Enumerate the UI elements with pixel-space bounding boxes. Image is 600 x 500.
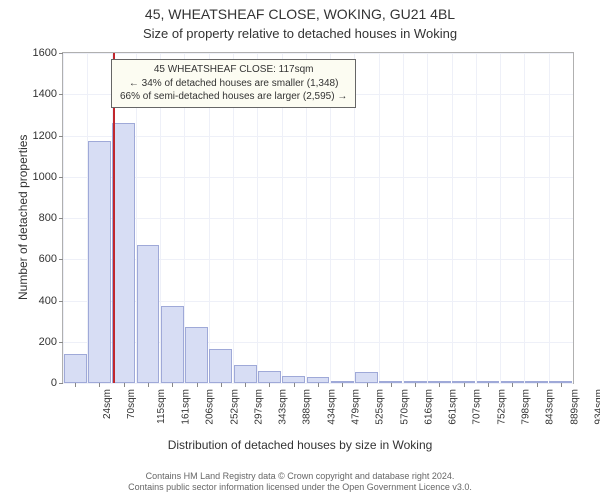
bar	[209, 349, 232, 383]
chart-plot-area: 0200400600800100012001400160024sqm70sqm1…	[62, 52, 574, 384]
bar	[258, 371, 281, 383]
xtick-label: 570sqm	[399, 389, 410, 425]
xtick-label: 752sqm	[496, 389, 507, 425]
xtick-label: 434sqm	[326, 389, 337, 425]
xtick-mark	[342, 383, 343, 387]
xtick-mark	[512, 383, 513, 387]
xtick-mark	[99, 383, 100, 387]
bar	[64, 354, 87, 383]
x-axis-label: Distribution of detached houses by size …	[0, 438, 600, 452]
xtick-label: 525sqm	[375, 389, 386, 425]
gridline-v	[452, 53, 453, 383]
xtick-mark	[148, 383, 149, 387]
bar	[137, 245, 160, 383]
gridline-v	[549, 53, 550, 383]
xtick-mark	[124, 383, 125, 387]
ytick-label: 800	[39, 212, 57, 224]
ytick-mark	[59, 383, 63, 384]
gridline-h	[63, 53, 573, 54]
xtick-mark	[318, 383, 319, 387]
annotation-line3: 66% of semi-detached houses are larger (…	[120, 90, 347, 104]
chart-subtitle: Size of property relative to detached ho…	[0, 26, 600, 41]
xtick-mark	[537, 383, 538, 387]
gridline-v	[379, 53, 380, 383]
gridline-h	[63, 136, 573, 137]
xtick-mark	[439, 383, 440, 387]
footer-text: Contains HM Land Registry data © Crown c…	[0, 471, 600, 494]
xtick-label: 297sqm	[253, 389, 264, 425]
ytick-label: 1000	[33, 171, 57, 183]
bar	[88, 141, 111, 383]
xtick-mark	[294, 383, 295, 387]
xtick-mark	[172, 383, 173, 387]
gridline-v	[63, 53, 64, 383]
xtick-label: 798sqm	[521, 389, 532, 425]
xtick-label: 343sqm	[278, 389, 289, 425]
gridline-v	[403, 53, 404, 383]
xtick-label: 24sqm	[102, 389, 113, 419]
ytick-label: 1400	[33, 88, 57, 100]
xtick-mark	[488, 383, 489, 387]
xtick-label: 889sqm	[569, 389, 580, 425]
gridline-h	[63, 218, 573, 219]
xtick-mark	[367, 383, 368, 387]
bar	[282, 376, 305, 383]
xtick-label: 934sqm	[593, 389, 600, 425]
xtick-label: 843sqm	[545, 389, 556, 425]
bar	[161, 306, 184, 383]
gridline-v	[500, 53, 501, 383]
xtick-mark	[269, 383, 270, 387]
gridline-v	[427, 53, 428, 383]
xtick-label: 70sqm	[126, 389, 137, 419]
chart-title: 45, WHEATSHEAF CLOSE, WOKING, GU21 4BL	[0, 6, 600, 22]
gridline-v	[524, 53, 525, 383]
bar	[112, 123, 135, 383]
annotation-box: 45 WHEATSHEAF CLOSE: 117sqm← 34% of deta…	[111, 59, 356, 108]
xtick-label: 161sqm	[181, 389, 192, 425]
xtick-mark	[464, 383, 465, 387]
xtick-label: 661sqm	[448, 389, 459, 425]
footer-line-1: Contains HM Land Registry data © Crown c…	[0, 471, 600, 483]
ytick-label: 200	[39, 336, 57, 348]
xtick-label: 616sqm	[423, 389, 434, 425]
xtick-label: 707sqm	[472, 389, 483, 425]
ytick-label: 0	[51, 377, 57, 389]
xtick-label: 252sqm	[229, 389, 240, 425]
gridline-v	[476, 53, 477, 383]
xtick-mark	[415, 383, 416, 387]
annotation-line1: 45 WHEATSHEAF CLOSE: 117sqm	[120, 63, 347, 77]
gridline-h	[63, 177, 573, 178]
ytick-label: 1600	[33, 47, 57, 59]
bar	[355, 372, 378, 383]
xtick-mark	[561, 383, 562, 387]
xtick-label: 479sqm	[351, 389, 362, 425]
bar	[185, 327, 208, 383]
xtick-mark	[221, 383, 222, 387]
annotation-line2: ← 34% of detached houses are smaller (1,…	[120, 77, 347, 91]
xtick-mark	[245, 383, 246, 387]
xtick-mark	[391, 383, 392, 387]
footer-line-2: Contains public sector information licen…	[0, 482, 600, 494]
ytick-label: 1200	[33, 130, 57, 142]
xtick-label: 388sqm	[302, 389, 313, 425]
bar	[234, 365, 257, 383]
xtick-mark	[75, 383, 76, 387]
xtick-label: 115sqm	[156, 389, 167, 424]
ytick-label: 600	[39, 253, 57, 265]
xtick-mark	[197, 383, 198, 387]
ytick-label: 400	[39, 295, 57, 307]
y-axis-label: Number of detached properties	[16, 135, 30, 300]
xtick-label: 206sqm	[205, 389, 216, 425]
